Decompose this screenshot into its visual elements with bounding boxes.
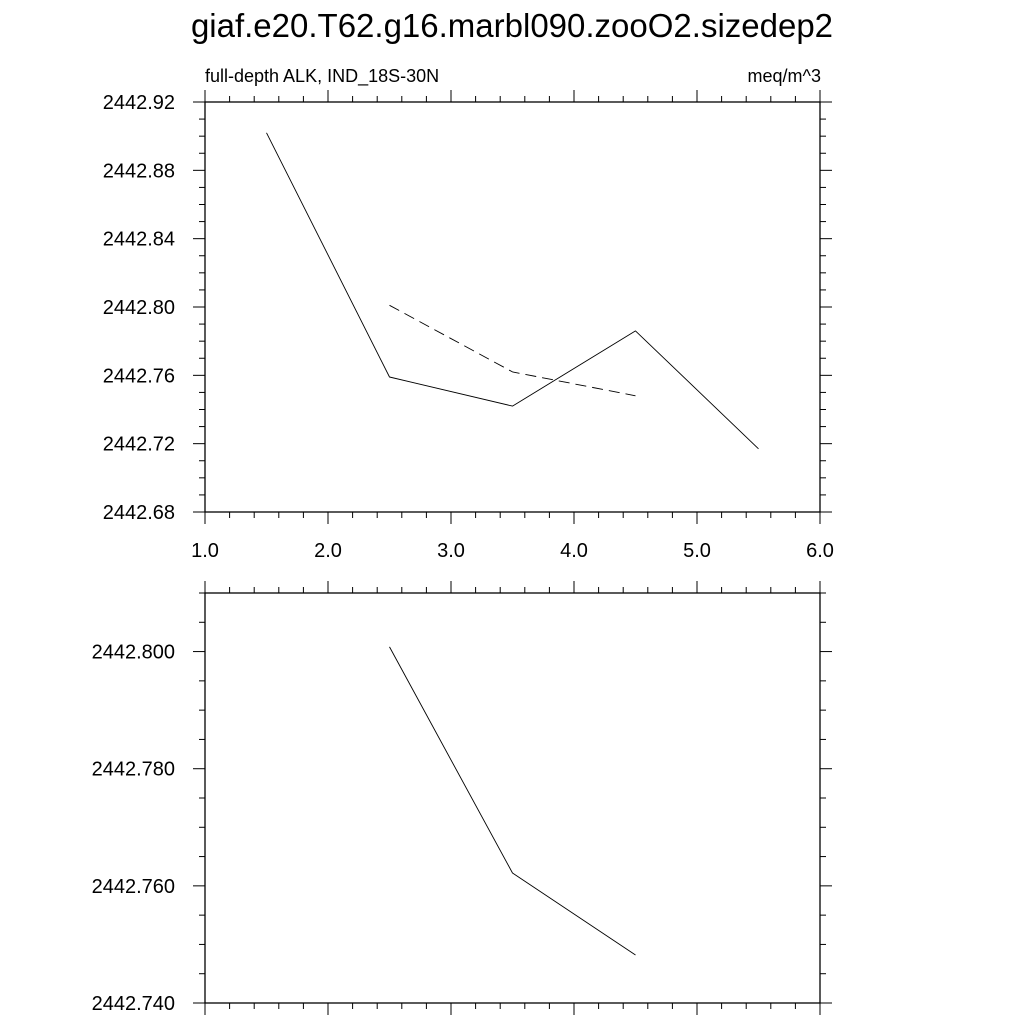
panel1-y-tick-label: 2442.68 <box>103 502 175 524</box>
right-subtitle: meq/m^3 <box>747 66 821 86</box>
panel2-y-tick-label: 2442.760 <box>92 876 175 898</box>
left-subtitle: full-depth ALK, IND_18S-30N <box>205 66 440 86</box>
panel1-x-tick-label: 2.0 <box>314 540 342 562</box>
chart-title: giaf.e20.T62.g16.marbl090.zooO2.sizedep2 <box>190 7 834 44</box>
panel2-series-1-line <box>389 646 636 956</box>
panel2-y-tick-label: 2442.780 <box>92 759 175 781</box>
panel1-y-tick-label: 2442.76 <box>103 365 175 387</box>
panel1-x-tick-label: 4.0 <box>560 540 588 562</box>
panel1-y-tick-label: 2442.92 <box>103 92 175 114</box>
panel1-x-tick-label: 6.0 <box>806 540 834 562</box>
panel1-y-tick-label: 2442.80 <box>103 297 175 319</box>
panel1-y-tick-label: 2442.88 <box>103 160 175 182</box>
panel2-y-tick-label: 2442.800 <box>92 642 175 664</box>
panel1-x-tick-label: 5.0 <box>683 540 711 562</box>
panel1-series-1-line <box>266 132 759 450</box>
panel1-x-tick-label: 1.0 <box>191 540 219 562</box>
panel1-x-tick-label: 3.0 <box>437 540 465 562</box>
panel1-series-2-line <box>389 304 636 397</box>
panel1-y-tick-label: 2442.72 <box>103 434 175 456</box>
panel2-y-tick-label: 2442.740 <box>92 993 175 1015</box>
panel2-plot-frame <box>204 592 821 1004</box>
panel1-y-tick-label: 2442.84 <box>103 229 175 251</box>
panel1-plot-frame <box>204 101 821 513</box>
